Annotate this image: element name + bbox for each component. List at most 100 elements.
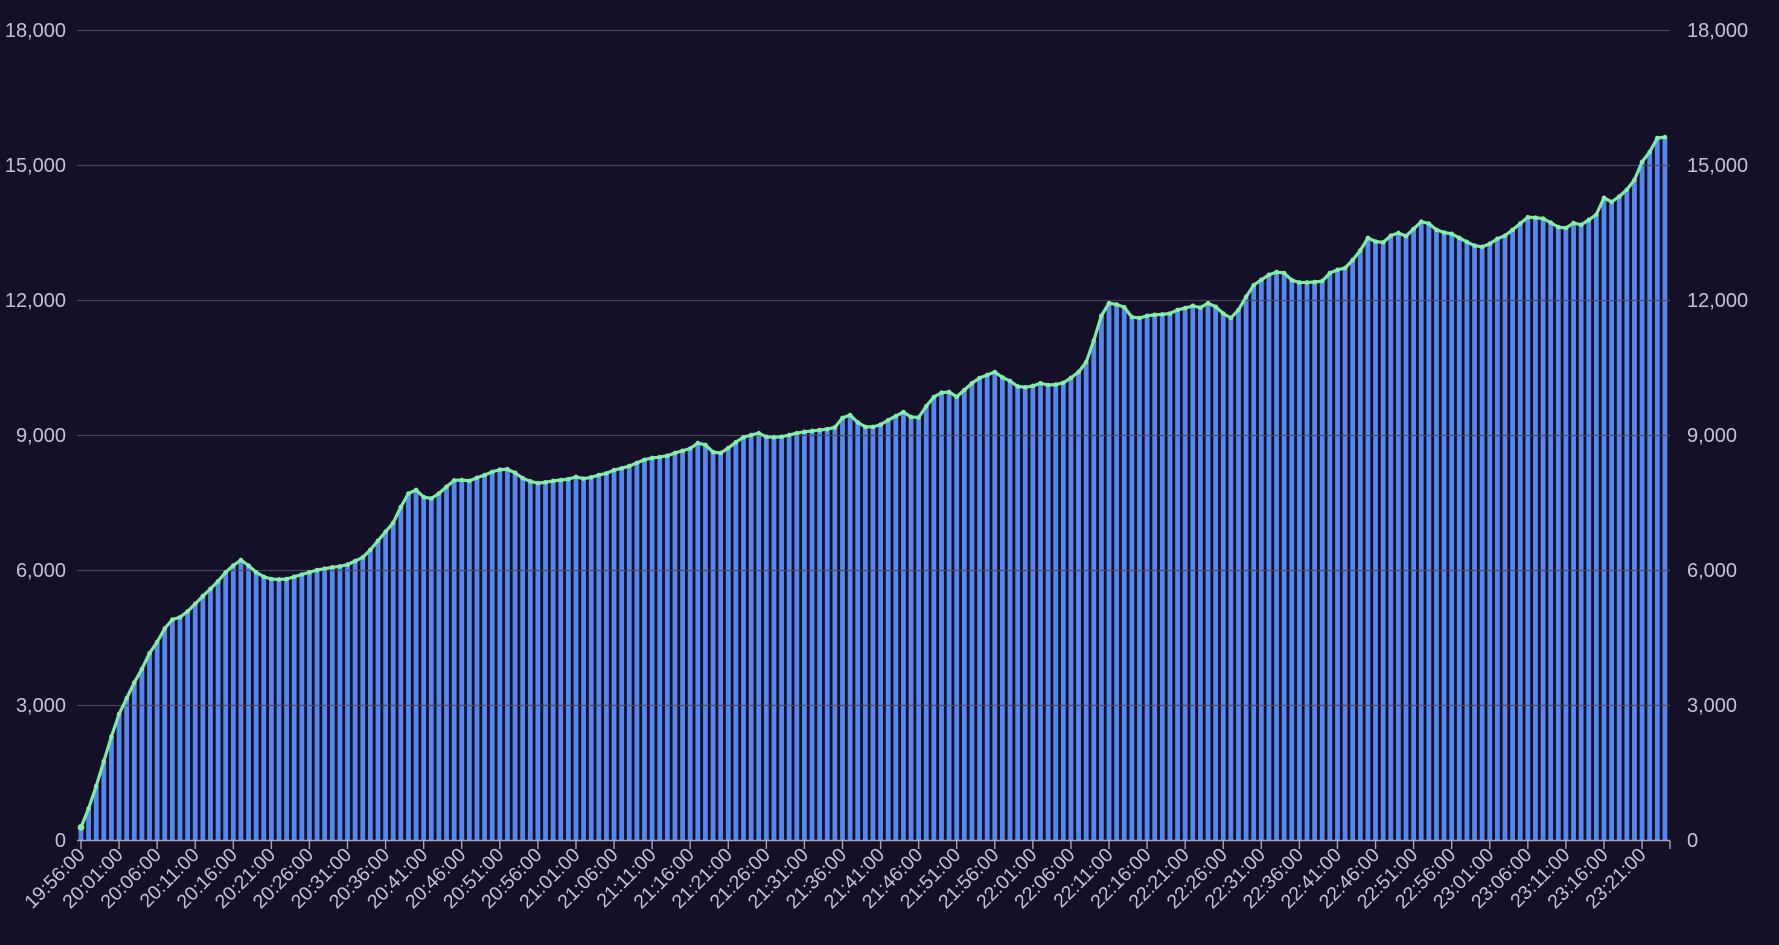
bar[interactable] bbox=[1647, 151, 1653, 840]
bar[interactable] bbox=[1129, 317, 1135, 841]
bar[interactable] bbox=[809, 430, 815, 840]
bar[interactable] bbox=[1121, 307, 1127, 840]
bar[interactable] bbox=[489, 471, 495, 840]
bar[interactable] bbox=[1213, 306, 1219, 840]
bar[interactable] bbox=[246, 565, 251, 841]
bar[interactable] bbox=[885, 420, 891, 840]
bar[interactable] bbox=[162, 628, 168, 841]
bar[interactable] bbox=[345, 564, 350, 840]
bar[interactable] bbox=[1198, 307, 1203, 840]
bar[interactable] bbox=[1106, 303, 1112, 840]
bar[interactable] bbox=[565, 479, 571, 840]
bar[interactable] bbox=[1068, 377, 1074, 840]
bar[interactable] bbox=[1357, 250, 1363, 841]
bar[interactable] bbox=[1632, 179, 1637, 841]
bar[interactable] bbox=[847, 415, 853, 840]
bar[interactable] bbox=[1167, 313, 1173, 841]
bar[interactable] bbox=[147, 653, 152, 840]
bar[interactable] bbox=[1373, 241, 1378, 841]
bar[interactable] bbox=[1258, 279, 1264, 840]
bar[interactable] bbox=[375, 540, 381, 840]
bar[interactable] bbox=[581, 478, 586, 840]
bar[interactable] bbox=[1654, 138, 1660, 840]
bar[interactable] bbox=[520, 478, 526, 840]
bar[interactable] bbox=[1220, 313, 1226, 841]
bar[interactable] bbox=[1297, 282, 1302, 840]
bar[interactable] bbox=[1312, 282, 1318, 840]
bar[interactable] bbox=[901, 412, 906, 840]
bar[interactable] bbox=[505, 469, 510, 840]
bar[interactable] bbox=[961, 390, 967, 840]
bar[interactable] bbox=[383, 531, 388, 840]
bar[interactable] bbox=[1616, 196, 1622, 841]
bar[interactable] bbox=[1350, 259, 1356, 840]
bar[interactable] bbox=[1479, 246, 1485, 840]
bar[interactable] bbox=[223, 572, 229, 840]
bar[interactable] bbox=[802, 431, 807, 840]
bar[interactable] bbox=[192, 603, 198, 840]
bar[interactable] bbox=[1289, 280, 1295, 840]
bar[interactable] bbox=[1000, 377, 1005, 840]
bar[interactable] bbox=[1144, 315, 1150, 840]
bar[interactable] bbox=[1380, 242, 1386, 840]
bar[interactable] bbox=[421, 497, 427, 840]
bar[interactable] bbox=[215, 581, 221, 840]
bar[interactable] bbox=[1038, 383, 1043, 840]
bar[interactable] bbox=[695, 443, 701, 840]
bar[interactable] bbox=[177, 617, 183, 840]
bar[interactable] bbox=[390, 522, 396, 840]
bar[interactable] bbox=[1662, 137, 1668, 841]
bar[interactable] bbox=[1555, 227, 1561, 841]
bar[interactable] bbox=[1571, 223, 1576, 841]
bar[interactable] bbox=[703, 444, 708, 840]
bar[interactable] bbox=[733, 442, 739, 840]
bar[interactable] bbox=[1540, 218, 1546, 841]
bar[interactable] bbox=[794, 433, 800, 840]
bar[interactable] bbox=[1076, 372, 1081, 840]
bar[interactable] bbox=[1175, 309, 1180, 840]
bar[interactable] bbox=[200, 596, 206, 840]
bar[interactable] bbox=[1319, 281, 1325, 841]
bar[interactable] bbox=[1236, 309, 1241, 840]
bar[interactable] bbox=[512, 472, 518, 840]
bar[interactable] bbox=[1159, 314, 1165, 840]
bar[interactable] bbox=[1624, 189, 1630, 840]
bar[interactable] bbox=[680, 450, 685, 840]
bar[interactable] bbox=[208, 588, 213, 840]
bar[interactable] bbox=[299, 574, 305, 841]
bar[interactable] bbox=[992, 372, 998, 840]
bar[interactable] bbox=[642, 459, 647, 840]
bar[interactable] bbox=[771, 437, 777, 840]
bar[interactable] bbox=[893, 416, 899, 840]
bar[interactable] bbox=[139, 669, 145, 840]
bar[interactable] bbox=[862, 426, 868, 840]
bar[interactable] bbox=[1586, 219, 1592, 840]
bar[interactable] bbox=[657, 457, 663, 840]
bar[interactable] bbox=[1533, 217, 1538, 840]
bar[interactable] bbox=[238, 560, 244, 840]
bar[interactable] bbox=[185, 611, 191, 840]
bar[interactable] bbox=[611, 470, 617, 840]
bar[interactable] bbox=[786, 435, 792, 840]
bar[interactable] bbox=[1205, 303, 1211, 840]
bar[interactable] bbox=[1494, 238, 1500, 841]
bar[interactable] bbox=[1403, 236, 1409, 841]
bar[interactable] bbox=[1099, 315, 1104, 840]
bar[interactable] bbox=[131, 682, 137, 841]
bar[interactable] bbox=[588, 477, 594, 840]
bar[interactable] bbox=[451, 480, 457, 840]
bar[interactable] bbox=[284, 579, 290, 840]
bar[interactable] bbox=[725, 448, 731, 840]
bar[interactable] bbox=[406, 493, 411, 841]
bar[interactable] bbox=[756, 433, 762, 840]
bar[interactable] bbox=[1251, 285, 1257, 840]
bar[interactable] bbox=[824, 429, 830, 840]
bar[interactable] bbox=[1593, 214, 1599, 841]
bar[interactable] bbox=[1030, 385, 1036, 840]
bar[interactable] bbox=[931, 397, 937, 840]
bar[interactable] bbox=[329, 567, 335, 840]
bar[interactable] bbox=[1190, 305, 1196, 841]
bar[interactable] bbox=[946, 391, 952, 840]
bar[interactable] bbox=[1228, 318, 1234, 840]
